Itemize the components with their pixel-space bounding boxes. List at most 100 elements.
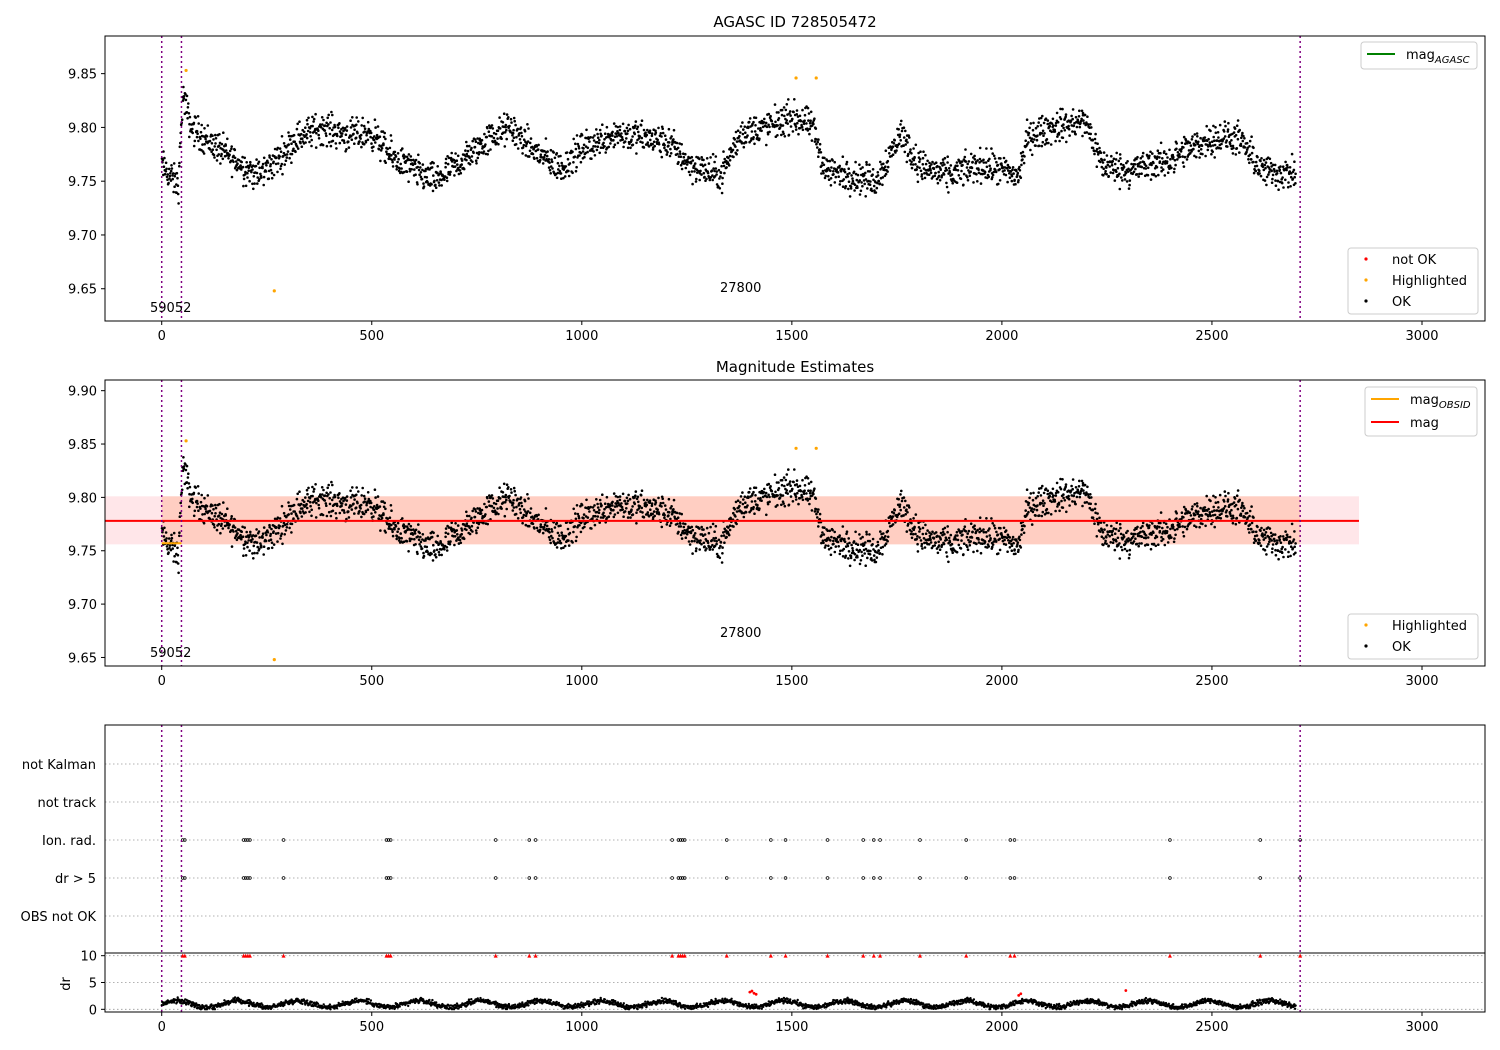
ok-point bbox=[1019, 546, 1023, 549]
ok-point bbox=[241, 155, 244, 159]
ok-point bbox=[858, 562, 862, 566]
ok-point bbox=[603, 132, 607, 135]
ok-point bbox=[728, 528, 732, 532]
ok-point bbox=[1086, 493, 1090, 496]
ok-point bbox=[985, 535, 989, 538]
ok-point bbox=[702, 171, 706, 175]
ok-point bbox=[1140, 165, 1144, 169]
ok-point bbox=[507, 116, 510, 119]
ok-point bbox=[409, 155, 413, 158]
ok-point bbox=[991, 173, 995, 177]
ok-point bbox=[270, 541, 274, 544]
ok-point bbox=[281, 154, 285, 158]
ok-point bbox=[661, 501, 665, 505]
ok-point bbox=[465, 140, 468, 144]
ok-point bbox=[758, 507, 761, 510]
ok-point bbox=[962, 542, 966, 545]
ok-point bbox=[995, 530, 998, 534]
ok-point bbox=[262, 183, 266, 187]
ok-point bbox=[822, 541, 825, 545]
ok-point bbox=[455, 529, 459, 532]
ok-point bbox=[393, 150, 397, 154]
ok-point bbox=[668, 524, 672, 527]
ok-point bbox=[623, 129, 627, 133]
ok-point bbox=[1241, 131, 1244, 135]
ok-point bbox=[1052, 124, 1055, 127]
ok-point bbox=[1065, 140, 1068, 144]
ok-point bbox=[1037, 144, 1041, 148]
ok-point bbox=[863, 182, 866, 186]
ok-point bbox=[341, 496, 345, 500]
ok-point bbox=[1122, 165, 1126, 169]
ok-point bbox=[358, 509, 361, 513]
ok-point bbox=[836, 540, 840, 544]
ok-point bbox=[856, 555, 859, 559]
ok-point bbox=[446, 532, 450, 536]
ok-point bbox=[304, 126, 307, 129]
ok-point bbox=[396, 530, 399, 533]
ok-point bbox=[1094, 502, 1097, 506]
ok-point bbox=[511, 509, 515, 512]
ok-point bbox=[682, 525, 686, 529]
ok-point bbox=[743, 495, 747, 499]
ok-point bbox=[217, 153, 221, 156]
ok-point bbox=[173, 554, 176, 558]
ok-point bbox=[191, 131, 194, 135]
ok-point bbox=[519, 511, 522, 515]
ok-point bbox=[865, 163, 868, 166]
ok-point bbox=[962, 172, 966, 176]
ok-point bbox=[1285, 168, 1288, 172]
ok-point bbox=[690, 155, 694, 159]
ok-point bbox=[818, 512, 822, 516]
ok-point bbox=[618, 498, 622, 502]
ok-point bbox=[281, 524, 285, 528]
ok-point bbox=[560, 531, 563, 534]
ok-point bbox=[765, 125, 769, 129]
ok-point bbox=[636, 125, 640, 129]
ok-point bbox=[982, 530, 986, 534]
ok-point bbox=[903, 150, 907, 154]
ok-point bbox=[718, 556, 722, 560]
ok-point bbox=[642, 128, 646, 132]
ok-point bbox=[900, 129, 904, 133]
ok-point bbox=[243, 173, 247, 176]
ok-point bbox=[567, 169, 570, 173]
ok-point bbox=[678, 142, 681, 145]
ok-point bbox=[1247, 158, 1250, 161]
ok-point bbox=[1028, 496, 1031, 500]
ok-point bbox=[351, 116, 354, 119]
ok-point bbox=[214, 506, 218, 510]
ok-point bbox=[325, 121, 328, 125]
ok-point bbox=[961, 533, 964, 537]
ok-point bbox=[914, 143, 918, 147]
ok-point bbox=[182, 456, 185, 459]
ok-point bbox=[462, 167, 466, 171]
ok-point bbox=[906, 511, 909, 514]
ok-point bbox=[1010, 179, 1014, 183]
ok-point bbox=[1192, 147, 1195, 151]
ok-point bbox=[410, 528, 413, 532]
ok-point bbox=[1252, 146, 1255, 150]
ok-point bbox=[840, 167, 844, 171]
ok-point bbox=[193, 139, 197, 143]
ok-point bbox=[548, 531, 551, 534]
ok-point bbox=[421, 168, 424, 172]
ok-point bbox=[648, 129, 652, 132]
ok-point bbox=[650, 134, 654, 138]
ok-point bbox=[886, 535, 890, 539]
ok-point bbox=[330, 110, 333, 114]
ok-point bbox=[747, 496, 750, 500]
ok-point bbox=[1254, 160, 1258, 164]
ok-point bbox=[1193, 133, 1197, 136]
ok-point bbox=[898, 503, 902, 507]
ok-point bbox=[550, 158, 553, 161]
ok-point bbox=[306, 499, 310, 503]
ok-point bbox=[960, 530, 964, 533]
ok-point bbox=[1243, 137, 1246, 140]
ok-point bbox=[1032, 491, 1035, 495]
ok-point bbox=[288, 138, 292, 141]
ok-point bbox=[992, 524, 996, 527]
ok-point bbox=[965, 535, 969, 539]
highlighted-point bbox=[794, 76, 798, 80]
ok-point bbox=[833, 530, 836, 534]
